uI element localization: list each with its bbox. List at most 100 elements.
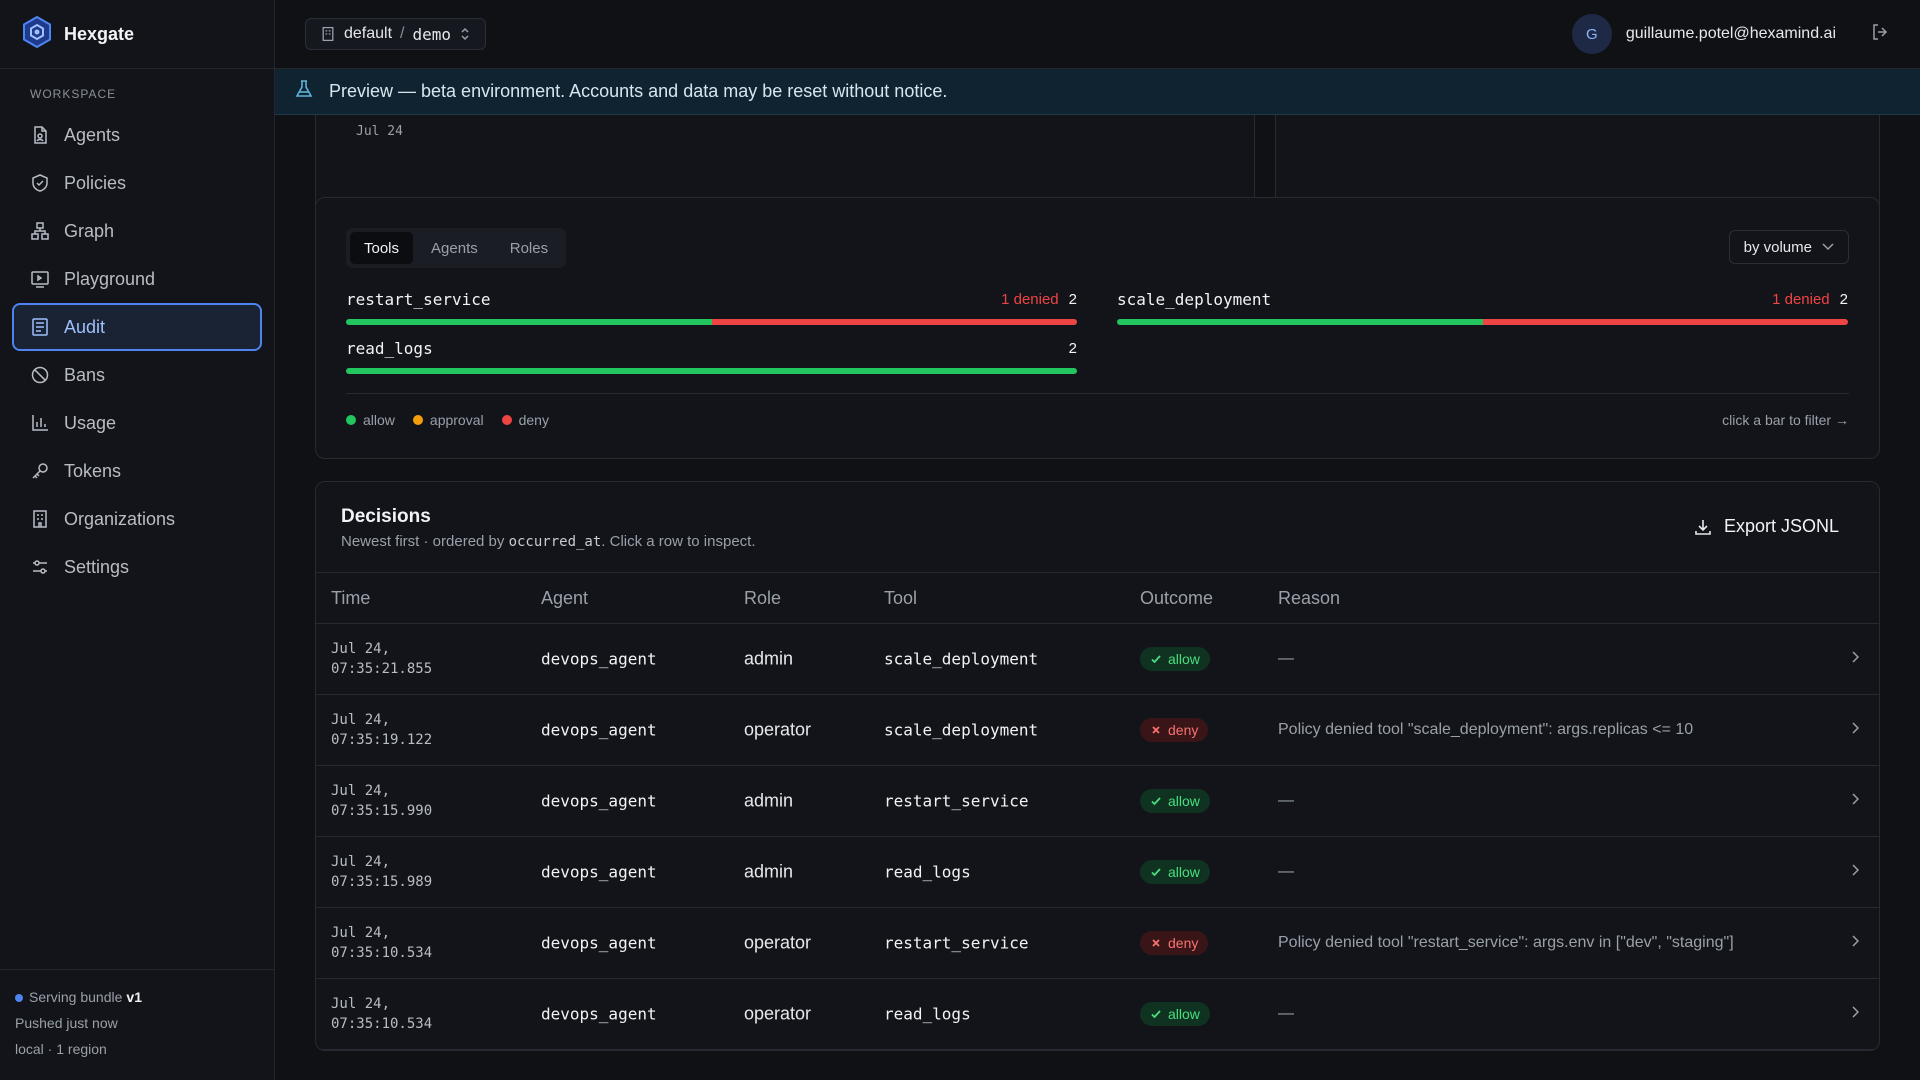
bar-segment-allow[interactable] (346, 368, 1077, 374)
table-row[interactable]: Jul 24, 07:35:15.989 devops_agent admin read… (316, 837, 1879, 908)
chevron-right-icon[interactable] (1851, 934, 1860, 952)
table-header: Time Agent Role Tool Outcome Reason (316, 572, 1879, 624)
tool-bar-track[interactable] (346, 319, 1077, 325)
tool-bar-read-logs[interactable]: read_logs 2 (346, 337, 1077, 374)
sidebar-item-bans[interactable]: Bans (12, 351, 262, 399)
legend: allow approval deny (346, 412, 549, 428)
tool-bar-total: 2 (1068, 290, 1077, 308)
tool-bar-track[interactable] (1117, 319, 1848, 325)
outcome-label: allow (1168, 864, 1200, 880)
audit-icon (32, 318, 48, 336)
legend-label: deny (518, 412, 549, 428)
brand[interactable]: Hexgate (0, 0, 274, 69)
cell-date: Jul 24, (331, 854, 391, 870)
cell-reason: Policy denied tool "restart_service": ar… (1278, 934, 1734, 951)
chevron-down-icon (1822, 243, 1834, 251)
download-icon (1695, 519, 1711, 535)
key-icon (32, 463, 48, 479)
cell-agent: devops_agent (541, 649, 657, 669)
bar-segment-deny[interactable] (711, 319, 1077, 325)
main-content: Jul 24 Tools Agents Roles by volume rest… (275, 115, 1920, 1080)
cell-time: Jul 24, 07:35:21.855 (331, 639, 432, 679)
bundle-label: Serving bundle (29, 989, 123, 1005)
cell-outcome: allow (1140, 647, 1210, 671)
cell-agent: devops_agent (541, 862, 657, 882)
cell-tool: scale_deployment (884, 649, 1039, 669)
column-header-tool[interactable]: Tool (884, 587, 918, 608)
chevron-right-icon[interactable] (1851, 650, 1860, 668)
column-header-role[interactable]: Role (744, 587, 782, 608)
playground-icon (31, 271, 49, 288)
sidebar-item-label: Tokens (64, 460, 122, 481)
bar-segment-allow[interactable] (346, 319, 712, 325)
logout-icon[interactable] (1870, 22, 1890, 47)
check-icon (1151, 797, 1161, 806)
sidebar-item-settings[interactable]: Settings (12, 543, 262, 591)
column-header-agent[interactable]: Agent (541, 587, 589, 608)
chevron-right-icon[interactable] (1851, 721, 1860, 739)
context-switcher[interactable]: default / demo (305, 18, 487, 50)
sidebar-item-organizations[interactable]: Organizations (12, 495, 262, 543)
tool-bar-scale-deployment[interactable]: scale_deployment 1 denied 2 (1117, 288, 1848, 325)
table-row[interactable]: Jul 24, 07:35:19.122 devops_agent operator s… (316, 695, 1879, 766)
tool-bar-restart-service[interactable]: restart_service 1 denied 2 (346, 288, 1077, 325)
sidebar-item-usage[interactable]: Usage (12, 399, 262, 447)
tool-bar-track[interactable] (346, 368, 1077, 374)
table-row[interactable]: Jul 24, 07:35:10.534 devops_agent operator r… (316, 979, 1879, 1050)
sidebar-item-agents[interactable]: Agents (12, 111, 262, 159)
chevron-right-icon[interactable] (1851, 1005, 1860, 1023)
tab-roles[interactable]: Roles (509, 239, 549, 257)
legend-dot (501, 415, 512, 425)
org-name: default (344, 25, 393, 42)
cell-date: Jul 24, (331, 783, 391, 799)
legend-approval: approval (412, 412, 484, 428)
column-header-time[interactable]: Time (331, 587, 371, 608)
user-menu: G guillaume.potel@hexamind.ai (1571, 14, 1890, 54)
export-jsonl-button[interactable]: Export JSONL (1694, 516, 1839, 537)
cell-tool: read_logs (884, 862, 971, 882)
chevron-right-icon[interactable] (1851, 792, 1860, 810)
check-icon (1151, 655, 1161, 664)
shield-icon (32, 174, 48, 192)
table-row[interactable]: Jul 24, 07:35:10.534 devops_agent operator r… (316, 908, 1879, 979)
check-icon (1151, 868, 1161, 877)
sidebar: Hexgate WORKSPACE Agents Policies Graph … (0, 0, 275, 1080)
cell-time: Jul 24, 07:35:10.534 (331, 923, 432, 963)
outcome-badge: allow (1140, 789, 1210, 813)
check-icon (1151, 1010, 1161, 1019)
sidebar-item-graph[interactable]: Graph (12, 207, 262, 255)
bar-segment-deny[interactable] (1482, 319, 1848, 325)
sidebar-item-audit[interactable]: Audit (12, 303, 262, 351)
cell-time: Jul 24, 07:35:15.990 (331, 781, 432, 821)
sort-select[interactable]: by volume (1728, 230, 1849, 264)
sidebar-item-label: Agents (64, 124, 121, 145)
sidebar-item-policies[interactable]: Policies (12, 159, 262, 207)
column-header-reason[interactable]: Reason (1278, 587, 1341, 608)
bundle-status: Serving bundle v1 (15, 984, 260, 1010)
cell-agent: devops_agent (541, 933, 657, 953)
cell-date: Jul 24, (331, 996, 391, 1012)
tab-tools[interactable]: Tools (350, 232, 414, 264)
avatar[interactable]: G (1571, 14, 1612, 54)
sidebar-item-playground[interactable]: Playground (12, 255, 262, 303)
sidebar-item-tokens[interactable]: Tokens (12, 447, 262, 495)
table-row[interactable]: Jul 24, 07:35:15.990 devops_agent admin rest… (316, 766, 1879, 837)
cell-clock: 07:35:19.122 (331, 732, 433, 748)
cell-time: Jul 24, 07:35:15.989 (331, 852, 432, 892)
tool-bar-name: scale_deployment (1117, 289, 1272, 309)
region-status: local · 1 region (15, 1041, 107, 1057)
cell-reason: — (1278, 1005, 1294, 1022)
chevron-right-icon[interactable] (1851, 863, 1860, 881)
tab-agents[interactable]: Agents (431, 239, 478, 257)
column-header-outcome[interactable]: Outcome (1140, 587, 1214, 608)
cell-tool: restart_service (884, 791, 1029, 811)
outcome-badge: deny (1140, 931, 1209, 955)
cell-agent: devops_agent (541, 791, 657, 811)
cell-date: Jul 24, (331, 712, 391, 728)
sort-select-value: by volume (1743, 238, 1812, 256)
tool-bar-total: 2 (1839, 290, 1848, 308)
bar-segment-allow[interactable] (1117, 319, 1483, 325)
cell-tool: restart_service (884, 933, 1029, 953)
table-row[interactable]: Jul 24, 07:35:21.855 devops_agent admin scal… (316, 624, 1879, 695)
cell-reason: Policy denied tool "scale_deployment": a… (1278, 721, 1694, 738)
